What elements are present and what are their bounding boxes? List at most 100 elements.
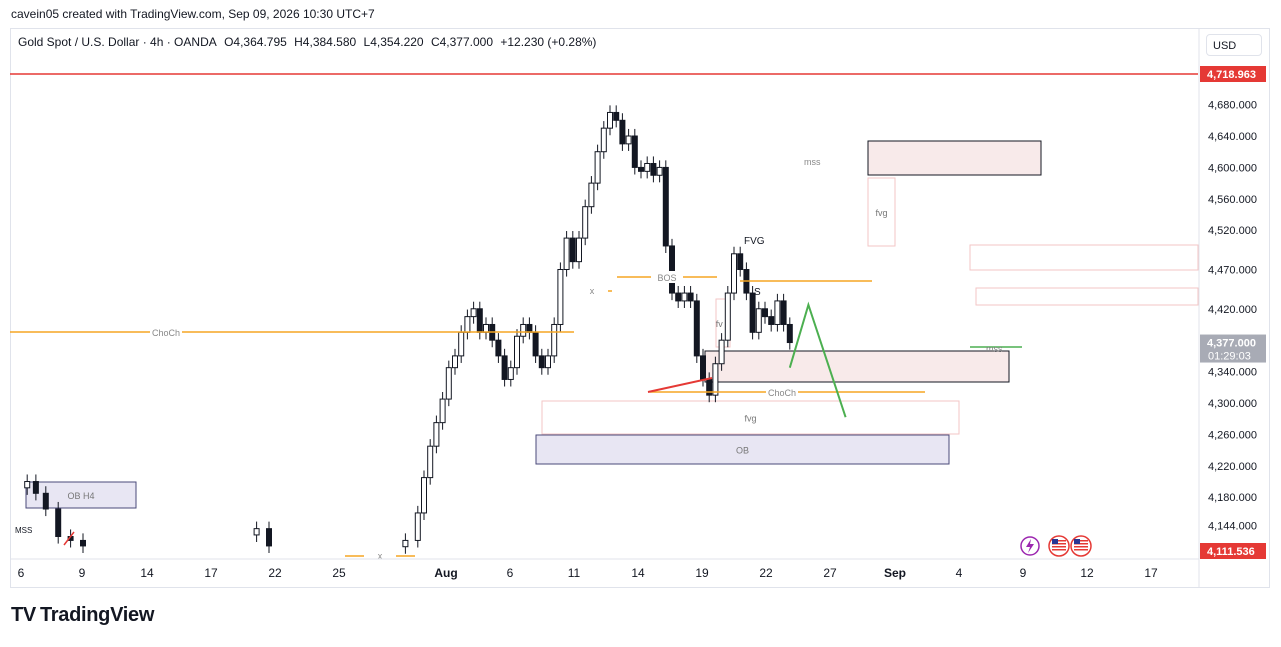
flag-stripe bbox=[1074, 546, 1088, 548]
flag-stripe bbox=[1074, 540, 1088, 542]
x-tick-label: 6 bbox=[18, 566, 25, 580]
chart-caption: cavein05 created with TradingView.com, S… bbox=[11, 7, 375, 21]
candles-layer bbox=[24, 105, 793, 554]
y-tick-label: 4,470.000 bbox=[1208, 265, 1257, 277]
x-tick-label: Sep bbox=[884, 566, 906, 580]
candle-body bbox=[55, 508, 62, 538]
flag-stripe bbox=[1074, 549, 1088, 551]
x-tick-label: 27 bbox=[823, 566, 837, 580]
x-tick-label: 22 bbox=[759, 566, 773, 580]
ob-zone bbox=[535, 434, 950, 465]
candle-body bbox=[458, 331, 465, 357]
candle-body bbox=[693, 300, 700, 357]
y-tick-label: 4,420.000 bbox=[1208, 304, 1257, 316]
candle-body bbox=[706, 378, 713, 396]
x-tick-label: 11 bbox=[568, 566, 581, 580]
candle-body bbox=[32, 481, 39, 494]
x-tick-label: 14 bbox=[140, 566, 154, 580]
flag-stripe bbox=[1052, 546, 1066, 548]
x-tick-label: 19 bbox=[695, 566, 709, 580]
candle-body bbox=[762, 308, 768, 318]
candle-body bbox=[464, 316, 471, 333]
line-label: x bbox=[378, 551, 383, 561]
candle-body bbox=[532, 331, 539, 357]
candle-body bbox=[520, 323, 527, 337]
fvg-zone-right-2 bbox=[975, 287, 1199, 306]
candle-body bbox=[600, 127, 607, 153]
candle-body bbox=[476, 308, 483, 333]
candle-body bbox=[588, 182, 595, 208]
candle-body bbox=[402, 539, 409, 548]
mss-label: mss bbox=[804, 157, 821, 167]
supply-zone-top bbox=[867, 140, 1042, 176]
logo-text: TradingView bbox=[39, 604, 155, 626]
x-tick-label: 9 bbox=[79, 566, 86, 580]
candle-body bbox=[507, 367, 514, 380]
candle-body bbox=[24, 481, 31, 489]
currency-selector[interactable]: USD bbox=[1206, 34, 1262, 56]
candle-body bbox=[669, 245, 675, 294]
candle-body bbox=[576, 237, 582, 263]
candle-body bbox=[470, 308, 477, 318]
candle-body bbox=[253, 528, 260, 536]
candle-body bbox=[501, 355, 508, 380]
candle-body bbox=[718, 339, 725, 365]
candle-body bbox=[638, 166, 644, 172]
x-tick-label: 4 bbox=[956, 566, 963, 580]
candle-body bbox=[681, 292, 688, 302]
event-icons bbox=[1020, 535, 1092, 557]
candle-body bbox=[755, 308, 762, 333]
label-bg bbox=[364, 549, 396, 561]
candle-body bbox=[563, 237, 570, 271]
candle-body bbox=[737, 253, 744, 271]
candle-body bbox=[712, 363, 719, 396]
price-tag-label: 4,718.963 bbox=[1207, 69, 1256, 81]
x-tick-label: 14 bbox=[631, 566, 645, 580]
tradingview-logo[interactable]: TV TradingView bbox=[11, 604, 154, 627]
candle-body bbox=[421, 477, 427, 514]
flag-stripe bbox=[1074, 543, 1088, 545]
candle-body bbox=[514, 335, 520, 369]
candle-body bbox=[631, 135, 638, 168]
candle-body bbox=[495, 339, 502, 357]
zone-label: OB bbox=[736, 446, 749, 456]
candle-body bbox=[414, 512, 421, 541]
axis-layer: 4,144.000 4,180.000 4,220.000 4,260.000 4,30… bbox=[10, 29, 1266, 587]
candle-body bbox=[452, 355, 458, 369]
candle-body bbox=[780, 300, 787, 325]
candle-body bbox=[80, 539, 86, 547]
candle-body bbox=[625, 135, 632, 145]
candle-body bbox=[613, 111, 620, 121]
y-tick-label: 4,300.000 bbox=[1208, 398, 1257, 410]
candle-body bbox=[594, 151, 601, 184]
s-label: S bbox=[754, 287, 761, 298]
countdown-label: 01:29:03 bbox=[1208, 351, 1251, 363]
x-tick-label: 6 bbox=[507, 566, 514, 580]
candle-body bbox=[786, 323, 793, 344]
candle-body bbox=[526, 323, 533, 333]
flag-canton bbox=[1074, 539, 1080, 544]
x-tick-label: 12 bbox=[1080, 566, 1094, 580]
candle-body bbox=[619, 119, 626, 145]
price-tag-label: 4,377.000 bbox=[1207, 338, 1256, 350]
flag-stripe bbox=[1052, 549, 1066, 551]
line-label: x bbox=[590, 286, 595, 296]
candle-body bbox=[749, 292, 756, 333]
y-tick-label: 4,560.000 bbox=[1208, 194, 1257, 206]
fvg-label: FVG bbox=[744, 236, 765, 247]
label-bg bbox=[766, 386, 798, 398]
price-tag bbox=[1200, 334, 1266, 363]
candle-body bbox=[569, 237, 576, 263]
chart-panel[interactable] bbox=[10, 28, 1270, 588]
x-tick-label: 17 bbox=[1144, 566, 1158, 580]
candle-body bbox=[266, 528, 272, 547]
candle-body bbox=[42, 492, 49, 510]
y-tick-label: 4,340.000 bbox=[1208, 367, 1257, 379]
label-bg bbox=[651, 271, 683, 283]
demand-zone bbox=[704, 350, 1010, 383]
x-tick-label: 22 bbox=[268, 566, 282, 580]
lightning-glyph-icon bbox=[1026, 539, 1034, 553]
zone-label: fv g bbox=[716, 319, 731, 329]
